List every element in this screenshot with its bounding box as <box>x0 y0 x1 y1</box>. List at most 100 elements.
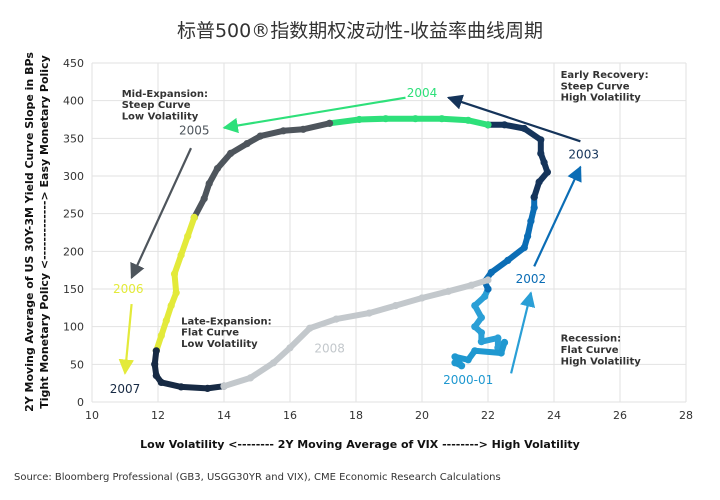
x-tick-label: 10 <box>85 409 99 422</box>
series-line-0 <box>471 286 508 351</box>
series-point <box>477 338 485 346</box>
series-point <box>500 338 509 347</box>
series-point <box>500 121 509 129</box>
series-point <box>524 232 532 240</box>
series-point <box>520 244 528 252</box>
series-line-5 <box>191 120 333 221</box>
series-point <box>355 115 363 124</box>
series-point <box>484 276 492 284</box>
y-axis-label-line2: Tight Monetary Policy <-------------> Ea… <box>38 55 51 409</box>
year-labels-group: 2004 2003 2005 2006 2002 2008 2007 2000-01 <box>110 86 599 396</box>
series-point <box>177 251 185 259</box>
series-point <box>299 125 307 133</box>
series-point <box>438 115 446 123</box>
series-point <box>520 124 528 133</box>
series-point <box>279 127 287 135</box>
year-label: 2005 <box>179 124 210 138</box>
series-point <box>477 329 485 337</box>
y-axis-ticks: 0 50 100 150 200 250 300 350 400 450 <box>63 57 84 409</box>
series-point <box>484 121 492 129</box>
series-point <box>162 317 170 325</box>
y-tick-label: 400 <box>63 95 84 108</box>
series-point <box>530 193 538 201</box>
series-point <box>540 158 548 166</box>
series-point <box>537 149 545 157</box>
phase-annotation: Flat Curve <box>561 345 619 356</box>
series-point <box>157 378 165 386</box>
series-point <box>243 140 251 148</box>
series-point <box>151 360 159 368</box>
trend-arrow <box>130 147 192 280</box>
trend-arrow <box>533 165 582 267</box>
source-note: Source: Bloomberg Professional (GB3, USG… <box>14 472 501 483</box>
series-point <box>527 217 535 225</box>
series-point <box>392 302 400 310</box>
series-point <box>205 179 213 188</box>
phase-annotation: High Volatility <box>561 356 642 367</box>
series-point <box>543 168 552 176</box>
series-point <box>471 323 479 331</box>
series-point <box>167 302 175 310</box>
phase-annotation: Mid-Expansion: <box>122 89 208 100</box>
phase-annotation: Steep Curve <box>561 81 630 92</box>
series-point <box>382 115 390 123</box>
series-point <box>477 314 485 322</box>
series-point <box>190 213 198 221</box>
series-point <box>471 347 479 355</box>
x-tick-label: 16 <box>283 409 297 422</box>
series-point <box>464 116 472 124</box>
x-tick-label: 14 <box>217 409 231 422</box>
series-point <box>203 384 212 392</box>
y-tick-label: 50 <box>70 358 84 371</box>
phase-annotation: High Volatility <box>561 93 642 104</box>
x-tick-label: 12 <box>151 409 165 422</box>
series-point <box>481 292 489 301</box>
year-label: 2007 <box>110 382 141 396</box>
series-point <box>269 359 278 367</box>
series-line-4 <box>326 115 491 128</box>
x-axis-ticks: 10 12 14 16 18 20 22 24 26 28 <box>85 409 693 422</box>
series-point <box>365 309 373 317</box>
series-point <box>184 232 192 240</box>
series-point <box>535 178 543 186</box>
series-point <box>286 344 294 352</box>
phase-annotation: Low Volatility <box>122 112 199 123</box>
series-point <box>227 149 235 157</box>
y-tick-label: 0 <box>77 396 84 409</box>
series-point <box>464 356 472 364</box>
series-point <box>471 302 479 310</box>
phase-annotation: Flat Curve <box>181 328 239 339</box>
trend-arrow <box>510 291 536 374</box>
series-point <box>246 374 254 382</box>
phase-annotation: Early Recovery: <box>561 70 649 81</box>
year-label: 2006 <box>113 282 144 296</box>
series-point <box>306 324 314 332</box>
series-point <box>152 372 160 380</box>
y-tick-label: 300 <box>63 170 84 183</box>
x-tick-label: 26 <box>613 409 627 422</box>
year-label: 2002 <box>516 272 547 286</box>
series-point <box>157 332 165 340</box>
y-tick-label: 200 <box>63 245 84 258</box>
year-label: 2003 <box>568 148 599 162</box>
series-point <box>411 115 419 123</box>
series-point <box>494 334 502 342</box>
series-point <box>530 204 538 212</box>
chart-title: 标普500®指数期权波动性-收益率曲线周期 <box>176 20 544 42</box>
series-point <box>220 382 228 390</box>
phase-annotation: Late-Expansion: <box>181 316 272 327</box>
series-point <box>458 362 466 370</box>
series-point <box>152 347 160 355</box>
x-tick-label: 22 <box>481 409 495 422</box>
series-point <box>332 315 340 323</box>
series-point <box>418 294 426 302</box>
series-point <box>504 256 512 264</box>
trend-arrow <box>446 94 581 143</box>
x-tick-label: 28 <box>679 409 693 422</box>
series-point <box>497 349 505 357</box>
series-point <box>484 285 492 293</box>
series-point <box>172 289 180 297</box>
series-point <box>326 119 334 127</box>
x-axis-label: Low Volatility <-------- 2Y Moving Avera… <box>140 438 580 451</box>
